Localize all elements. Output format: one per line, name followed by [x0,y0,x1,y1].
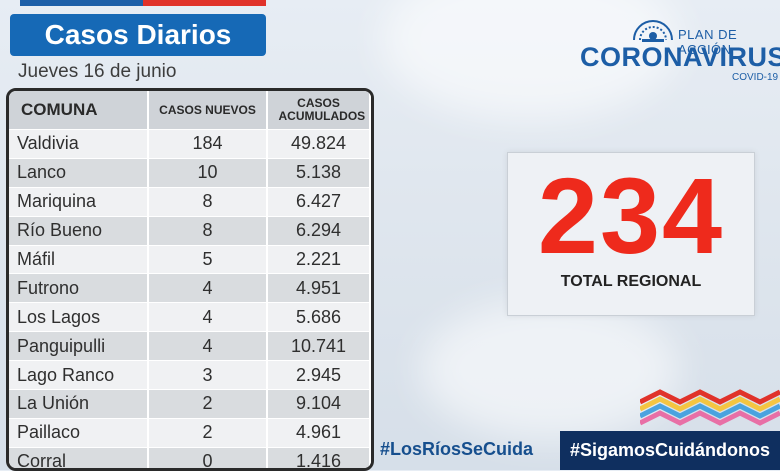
comuna-cell: Valdivia [9,129,149,159]
casos-acumulados-cell: 6.294 [267,215,371,246]
hashtag-sigamos: #SigamosCuidándonos [560,431,780,470]
casos-nuevos-cell: 3 [148,360,268,390]
casos-acumulados-cell: 1.416 [267,446,371,468]
casos-nuevos-cell: 4 [148,331,268,361]
casos-nuevos-cell: 8 [148,186,268,217]
logo-covid-text: COVID-19 [732,72,779,83]
casos-acumulados-cell: 2.945 [267,360,371,390]
casos-acumulados-cell: 10.741 [267,331,371,361]
casos-acumulados-cell: 4.951 [267,273,371,303]
comuna-cell: Lanco [9,157,149,188]
background-cloud [420,300,680,440]
comuna-cell: La Unión [9,389,149,419]
total-regional-label: TOTAL REGIONAL [560,273,702,290]
logo-coronavirus-text: CORONAVIRUS [580,42,780,72]
casos-nuevos-cell: 5 [148,244,268,274]
casos-nuevos-cell: 8 [148,215,268,246]
comuna-cell: Paillaco [9,417,149,448]
casos-nuevos-cell: 184 [148,129,268,159]
casos-acumulados-cell: 5.686 [267,302,371,332]
comuna-cell: Lago Ranco [9,360,149,390]
decorative-waves-icon [640,389,780,426]
casos-nuevos-cell: 4 [148,302,268,332]
comuna-cell: Corral [9,446,149,468]
table-row: Lanco 10 5.138 [9,157,371,188]
table-row: Paillaco 2 4.961 [9,417,371,448]
table-row: Máfil 5 2.221 [9,244,371,274]
table-row: Los Lagos 4 5.686 [9,302,371,332]
page-title: Casos Diarios [10,14,266,56]
comuna-cell: Máfil [9,244,149,274]
header-comuna: COMUNA [9,91,149,130]
comuna-cell: Río Bueno [9,215,149,246]
government-logo-icon [633,20,673,42]
casos-acumulados-cell: 9.104 [267,389,371,419]
comuna-cell: Los Lagos [9,302,149,332]
logo-plan-text: PLAN DE ACCIÓN [678,27,738,57]
casos-acumulados-cell: 2.221 [267,244,371,274]
casos-nuevos-cell: 2 [148,389,268,419]
cases-table: COMUNA CASOS NUEVOS CASOS ACUMULADOS Val… [6,88,374,471]
table-row: Futrono 4 4.951 [9,273,371,303]
total-regional-box: 234 TOTAL REGIONAL [507,152,755,316]
table-row: La Unión 2 9.104 [9,389,371,419]
comuna-cell: Mariquina [9,186,149,217]
top-flag-stripe [20,0,266,6]
plan-de-accion-logo: PLAN DE ACCIÓN CORONAVIRUS COVID-19 [580,18,780,88]
casos-nuevos-cell: 4 [148,273,268,303]
hashtag-los-rios: #LosRíosSeCuida [380,439,534,459]
casos-acumulados-cell: 49.824 [267,129,371,159]
header-casos-nuevos: CASOS NUEVOS [148,91,268,130]
comuna-cell: Panguipulli [9,331,149,361]
table-row: Valdivia 184 49.824 [9,129,371,159]
casos-acumulados-cell: 4.961 [267,417,371,448]
table-row: Río Bueno 8 6.294 [9,215,371,246]
casos-nuevos-cell: 2 [148,417,268,448]
table-header-row: COMUNA CASOS NUEVOS CASOS ACUMULADOS [9,91,371,130]
casos-acumulados-cell: 5.138 [267,157,371,188]
table-row: Mariquina 8 6.427 [9,186,371,217]
casos-nuevos-cell: 10 [148,157,268,188]
header-casos-acumulados: CASOS ACUMULADOS [267,91,371,130]
table-row: Lago Ranco 3 2.945 [9,360,371,390]
casos-nuevos-cell: 0 [148,446,268,468]
date-label: Jueves 16 de junio [18,61,177,82]
table-row: Panguipulli 4 10.741 [9,331,371,361]
casos-acumulados-cell: 6.427 [267,186,371,217]
comuna-cell: Futrono [9,273,149,303]
table-row: Corral 0 1.416 [9,446,371,468]
total-regional-value: 234 [537,155,725,276]
